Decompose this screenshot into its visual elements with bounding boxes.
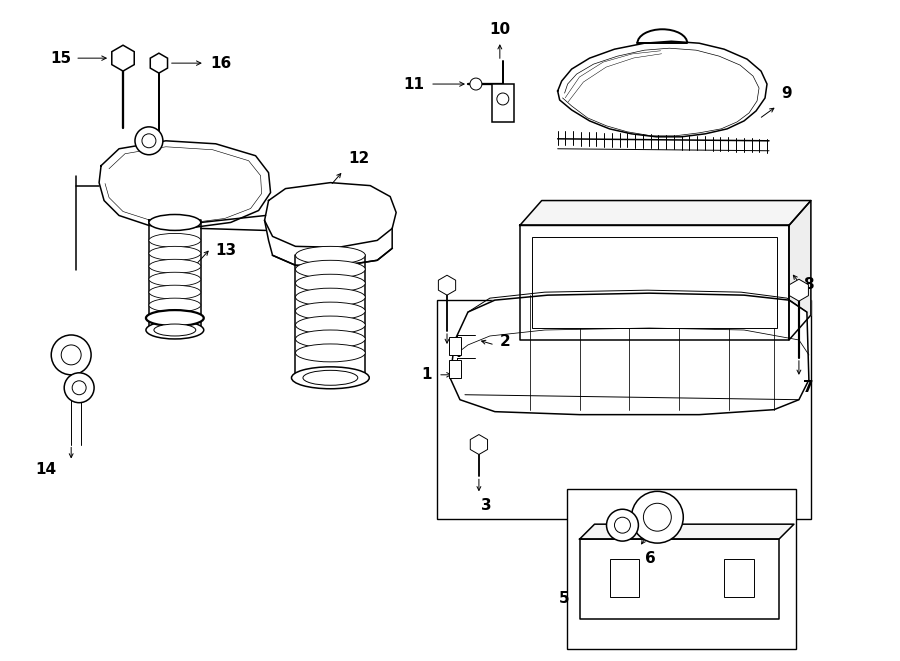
Text: 14: 14 — [35, 462, 56, 477]
Polygon shape — [789, 200, 811, 340]
Text: 16: 16 — [211, 56, 232, 71]
Polygon shape — [520, 225, 789, 340]
Ellipse shape — [295, 302, 365, 320]
Polygon shape — [580, 524, 794, 539]
Ellipse shape — [154, 324, 196, 336]
Circle shape — [615, 517, 630, 533]
Ellipse shape — [295, 344, 365, 362]
Circle shape — [497, 93, 508, 105]
Circle shape — [64, 373, 94, 403]
Text: 9: 9 — [781, 86, 792, 101]
Ellipse shape — [148, 247, 201, 260]
Ellipse shape — [295, 247, 365, 264]
Circle shape — [61, 345, 81, 365]
Ellipse shape — [295, 288, 365, 306]
Ellipse shape — [146, 310, 203, 326]
Text: 13: 13 — [216, 243, 237, 258]
Polygon shape — [99, 141, 271, 229]
Ellipse shape — [303, 370, 358, 385]
Bar — [492, 84, 514, 122]
Text: 15: 15 — [50, 51, 71, 65]
Circle shape — [632, 491, 683, 543]
Ellipse shape — [148, 298, 201, 312]
Bar — [532, 237, 777, 328]
Bar — [449, 337, 461, 355]
Circle shape — [470, 78, 482, 90]
Polygon shape — [558, 41, 767, 137]
Ellipse shape — [295, 316, 365, 334]
Text: 11: 11 — [403, 77, 424, 91]
Circle shape — [644, 503, 671, 531]
Text: 6: 6 — [645, 551, 656, 566]
Ellipse shape — [295, 274, 365, 292]
Text: 5: 5 — [559, 592, 570, 606]
Bar — [449, 360, 461, 378]
Polygon shape — [580, 539, 779, 619]
Ellipse shape — [295, 260, 365, 278]
Circle shape — [135, 127, 163, 155]
Text: 10: 10 — [490, 22, 510, 37]
Text: 3: 3 — [481, 498, 491, 514]
Bar — [437, 300, 811, 519]
Text: 4: 4 — [451, 345, 462, 360]
Polygon shape — [148, 221, 201, 330]
Ellipse shape — [148, 233, 201, 247]
Ellipse shape — [146, 321, 203, 339]
Text: 2: 2 — [500, 334, 510, 350]
Ellipse shape — [148, 214, 201, 231]
Text: 7: 7 — [803, 380, 814, 395]
Ellipse shape — [148, 272, 201, 286]
Ellipse shape — [148, 285, 201, 299]
Ellipse shape — [292, 367, 369, 389]
Circle shape — [72, 381, 86, 395]
Text: 1: 1 — [421, 368, 432, 382]
Circle shape — [142, 134, 156, 148]
Bar — [609, 559, 639, 597]
Circle shape — [51, 335, 91, 375]
Bar — [724, 559, 754, 597]
Text: 8: 8 — [803, 277, 814, 292]
Polygon shape — [520, 200, 811, 225]
Ellipse shape — [148, 259, 201, 273]
Polygon shape — [265, 182, 396, 247]
Text: 12: 12 — [348, 151, 370, 166]
Bar — [567, 489, 796, 648]
Polygon shape — [450, 293, 809, 414]
Ellipse shape — [148, 311, 201, 325]
Circle shape — [607, 509, 638, 541]
Ellipse shape — [295, 330, 365, 348]
